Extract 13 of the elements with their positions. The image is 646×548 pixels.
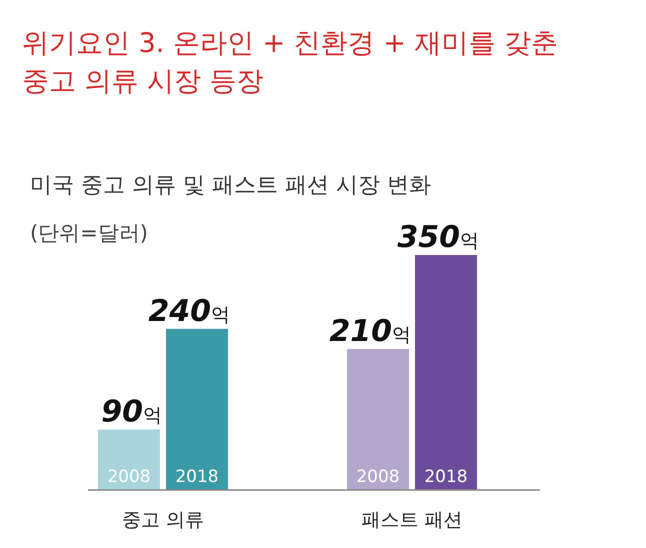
subtitle: 미국 중고 의류 및 패스트 패션 시장 변화 <box>30 173 431 198</box>
data-label: 350억 <box>397 220 479 255</box>
data-label: 240억 <box>148 294 230 329</box>
text: 2008 <box>356 467 400 487</box>
x-tick-label: 중고 의류 <box>122 509 204 531</box>
data-label: 90억 <box>101 394 162 430</box>
annotation: (단위=달러) <box>30 221 148 245</box>
title: 위기요인 3. 온라인 + 친환경 + 재미를 갖춘 중고 의류 시장 등장 <box>22 28 558 97</box>
x-tick-label: 패스트 패션 <box>361 509 463 531</box>
data-label: 210억 <box>329 314 411 349</box>
series-label: 2018 <box>175 467 219 487</box>
text: 2018 <box>424 467 468 487</box>
series-label: 2008 <box>107 467 151 487</box>
